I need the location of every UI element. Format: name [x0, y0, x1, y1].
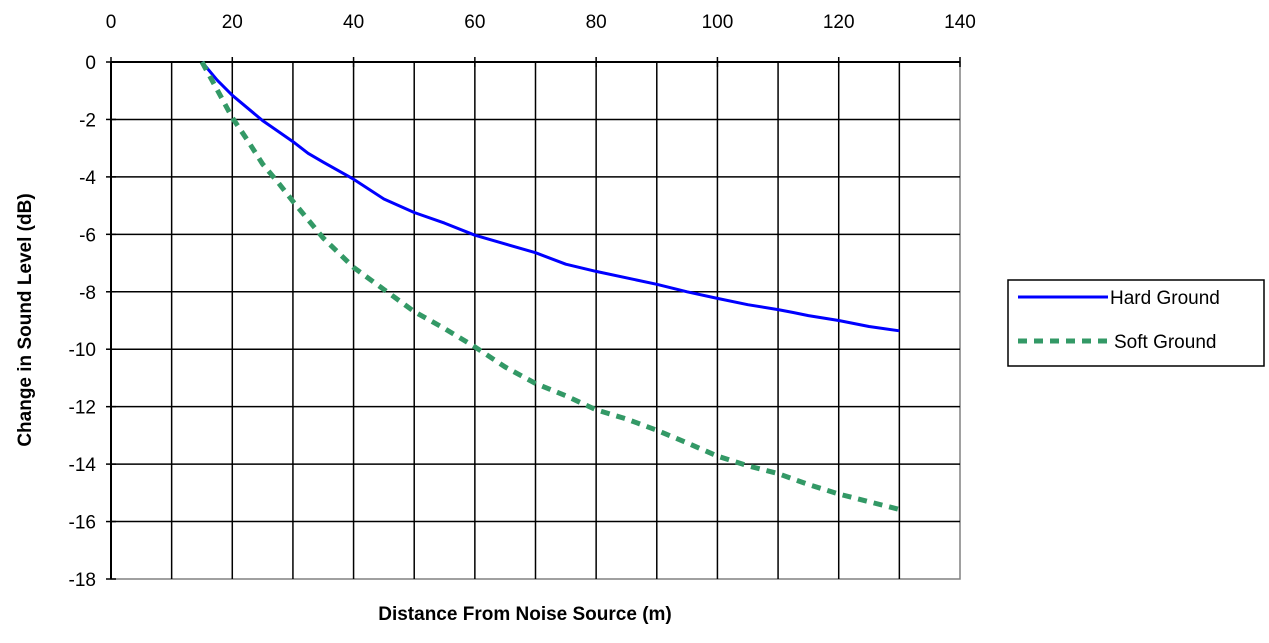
legend: Hard Ground Soft Ground	[1007, 279, 1265, 367]
x-tick-label: 80	[586, 12, 607, 33]
series-line-hard-ground	[200, 61, 900, 333]
y-tick-label: -8	[79, 283, 96, 304]
y-axis-title: Change in Sound Level (dB)	[15, 193, 36, 446]
y-tick-label: -2	[79, 110, 96, 131]
y-tick-label: -18	[69, 570, 96, 591]
y-tick-label: -16	[69, 513, 96, 534]
x-tick-label: 100	[702, 12, 734, 33]
legend-label-hard-ground: Hard Ground	[1110, 288, 1220, 309]
series-line-soft-ground	[199, 60, 901, 512]
axes	[106, 57, 961, 580]
x-axis-title: Distance From Noise Source (m)	[378, 604, 672, 625]
y-tick-label: -12	[69, 398, 96, 419]
y-axis-tick-labels: 0 -2 -4 -6 -8 -10 -12 -14 -16 -18	[69, 53, 97, 591]
x-axis-tick-labels: 0 20 40 60 80 100 120 140	[106, 12, 976, 33]
x-tick-label: 40	[343, 12, 364, 33]
x-tick-label: 0	[106, 12, 117, 33]
x-tick-label: 20	[222, 12, 243, 33]
y-tick-label: 0	[85, 53, 96, 74]
x-tick-label: 120	[823, 12, 855, 33]
legend-label-soft-ground: Soft Ground	[1114, 332, 1216, 353]
x-tick-label: 140	[944, 12, 976, 33]
data-series	[199, 60, 901, 512]
y-tick-label: -10	[69, 340, 96, 361]
y-tick-label: -6	[79, 225, 96, 246]
legend-box	[1007, 279, 1265, 367]
y-tick-label: -4	[79, 168, 96, 189]
y-tick-label: -14	[69, 455, 97, 476]
x-tick-label: 60	[464, 12, 485, 33]
